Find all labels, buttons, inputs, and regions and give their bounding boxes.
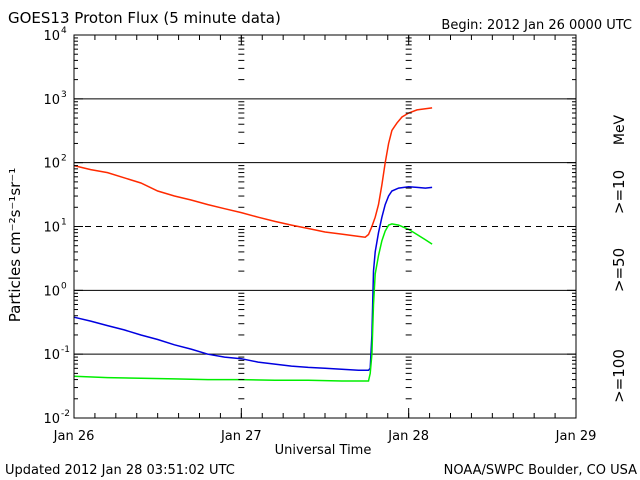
x-tick-label: Jan 29	[555, 429, 597, 444]
chart-title: GOES13 Proton Flux (5 minute data)	[8, 9, 281, 27]
y-tick-label: 10	[43, 29, 60, 44]
legend-unit-mev: MeV	[612, 114, 628, 145]
x-tick-layer: Jan 26 Jan 27 Jan 28 Jan 29	[53, 35, 597, 444]
y-axis-label: Particles cm⁻²s⁻¹sr⁻¹	[6, 168, 24, 322]
y-tick-exponent: -2	[61, 409, 70, 419]
legend-series-100mev: >=100	[610, 349, 628, 403]
y-tick-exponent: 3	[61, 90, 67, 100]
y-tick-label: 10	[43, 221, 60, 236]
y-tick-exponent: 1	[61, 218, 67, 228]
y-tick-label: 10	[43, 93, 60, 108]
legend-series-10mev: >=10	[610, 170, 628, 214]
x-axis-label: Universal Time	[275, 443, 372, 458]
y-tick-exponent: 2	[61, 154, 67, 164]
updated-timestamp: Updated 2012 Jan 28 03:51:02 UTC	[5, 463, 235, 478]
series-layer	[73, 107, 433, 382]
legend-series-50mev: >=50	[610, 248, 628, 292]
y-tick-exponent: 4	[61, 26, 67, 36]
y-tick-label: 10	[43, 157, 60, 172]
series-line-2	[73, 223, 433, 382]
credit-label: NOAA/SWPC Boulder, CO USA	[444, 463, 637, 478]
legend: MeV >=10 >=50 >=100	[610, 114, 628, 402]
begin-label: Begin: 2012 Jan 26 0000 UTC	[441, 18, 632, 33]
x-tick-label: Jan 26	[53, 429, 95, 444]
x-tick-label: Jan 27	[220, 429, 262, 444]
y-tick-exponent: -1	[61, 345, 70, 355]
grid-layer	[74, 98, 576, 355]
y-tick-exponent: 0	[61, 281, 67, 291]
y-tick-label: 10	[43, 348, 60, 363]
x-tick-label: Jan 28	[387, 429, 429, 444]
y-tick-label: 10	[43, 412, 60, 427]
y-tick-label: 10	[43, 284, 60, 299]
series-line-0	[73, 107, 433, 238]
plot-frame	[73, 34, 577, 419]
series-line-1	[73, 185, 433, 371]
